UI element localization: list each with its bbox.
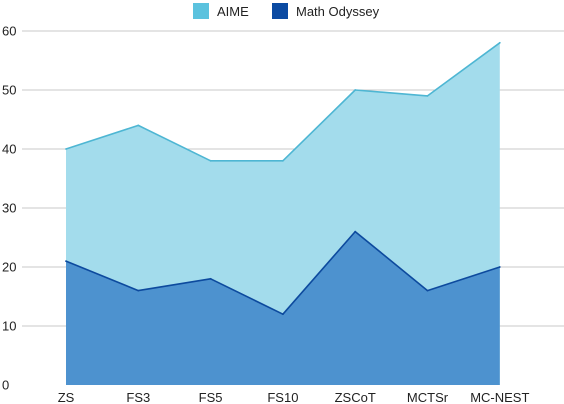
y-axis: 0 10 20 30 40 50 60 — [2, 24, 16, 393]
point-math-odyssey-mctsr — [426, 289, 429, 292]
point-math-odyssey-fs10 — [282, 313, 284, 316]
point-aime-fs5 — [209, 159, 212, 162]
x-tick-label: ZSCoT — [335, 390, 376, 404]
point-math-odyssey-zs — [65, 260, 67, 262]
legend: AIME Math Odyssey — [193, 3, 380, 19]
point-aime-mctsr — [426, 95, 429, 97]
y-tick-label: 30 — [2, 201, 16, 216]
area-math-odyssey — [66, 231, 500, 385]
point-math-odyssey-fs5 — [209, 277, 212, 280]
point-math-odyssey-zscot — [354, 230, 357, 233]
point-aime-fs3 — [137, 124, 140, 127]
point-aime-zs — [65, 148, 67, 150]
series-lines — [65, 41, 501, 316]
y-tick-label: 40 — [2, 142, 16, 157]
x-axis: ZS FS3 FS5 FS10 ZSCoT MCTSr MC-NEST — [58, 390, 530, 404]
point-aime-zscot — [354, 89, 357, 91]
y-tick-label: 0 — [2, 378, 9, 393]
y-tick-label: 50 — [2, 83, 16, 98]
x-tick-label: MC-NEST — [470, 390, 529, 404]
legend-swatch-aime — [193, 3, 209, 19]
legend-item-math-odyssey: Math Odyssey — [272, 3, 380, 19]
y-tick-label: 20 — [2, 260, 16, 275]
series-areas — [66, 42, 500, 386]
legend-swatch-math-odyssey — [272, 3, 288, 19]
point-math-odyssey-mc-nest — [498, 266, 501, 268]
y-tick-label: 60 — [2, 24, 16, 39]
x-tick-label: MCTSr — [407, 390, 449, 404]
point-math-odyssey-fs3 — [137, 289, 140, 292]
x-tick-label: FS3 — [126, 390, 150, 404]
point-aime-mc-nest — [498, 41, 501, 44]
x-tick-label: ZS — [58, 390, 75, 404]
legend-label-math-odyssey: Math Odyssey — [296, 4, 380, 19]
legend-label-aime: AIME — [217, 4, 249, 19]
legend-item-aime: AIME — [193, 3, 249, 19]
point-aime-fs10 — [282, 159, 284, 162]
x-tick-label: FS10 — [267, 390, 298, 404]
x-tick-label: FS5 — [199, 390, 223, 404]
y-tick-label: 10 — [2, 319, 16, 334]
